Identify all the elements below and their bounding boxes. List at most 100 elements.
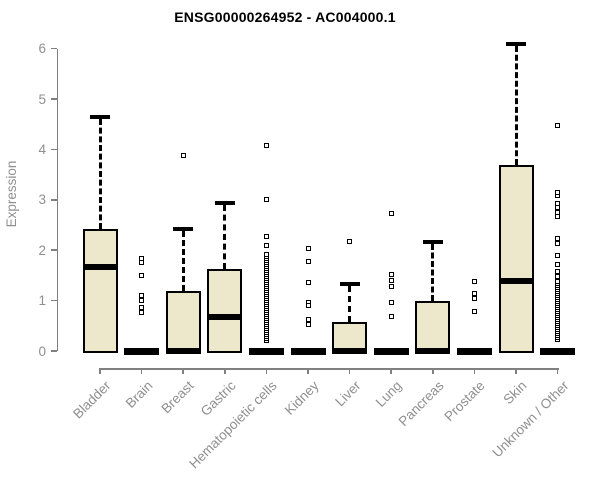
x-axis-tick — [224, 368, 226, 374]
y-tick-label: 1 — [38, 293, 46, 309]
outlier-point — [139, 293, 145, 299]
x-axis-tick — [432, 368, 434, 374]
outlier-point — [263, 143, 269, 149]
outlier-point — [555, 200, 561, 206]
median-gastric — [207, 314, 243, 321]
outlier-point — [305, 280, 311, 286]
outlier-point — [471, 295, 477, 301]
y-axis-tick — [51, 350, 57, 352]
outlier-point — [305, 245, 311, 251]
y-axis-tick — [51, 47, 57, 50]
outlier-point — [555, 240, 561, 246]
whisker-breast — [181, 230, 185, 291]
whisker-skin — [514, 45, 518, 165]
outlier-point — [555, 262, 561, 268]
outlier-point — [305, 302, 311, 308]
median-bladder — [82, 263, 118, 270]
outlier-point — [139, 305, 145, 311]
outlier-point — [180, 153, 186, 159]
x-axis-tick — [265, 368, 268, 374]
outlier-point — [139, 255, 145, 261]
x-axis-tick — [348, 368, 351, 374]
chart-title: ENSG00000264952 - AC004000.1 — [174, 9, 396, 25]
box-liver — [332, 322, 368, 353]
outlier-point — [388, 211, 394, 217]
x-axis-line — [100, 368, 559, 370]
x-axis-tick — [515, 368, 517, 374]
outlier-point — [139, 260, 145, 266]
collapsed-box-brain — [124, 348, 160, 355]
box-gastric — [207, 268, 243, 353]
box-bladder — [82, 229, 118, 353]
y-axis-label: Expression — [4, 160, 19, 228]
x-axis-tick — [99, 368, 101, 374]
collapsed-box-kidney — [290, 348, 326, 355]
y-tick-label: 2 — [38, 242, 46, 258]
outlier-point — [305, 317, 311, 323]
outlier-point — [471, 279, 477, 285]
collapsed-box-prostate — [456, 348, 492, 355]
outlier-point — [555, 209, 561, 215]
collapsed-box-unknown-other — [540, 348, 576, 355]
outlier-point — [263, 233, 269, 239]
box-pancreas — [415, 300, 451, 353]
x-axis-tick — [390, 368, 392, 374]
whisker-pancreas — [431, 244, 435, 301]
whisker-bladder — [98, 118, 102, 230]
outlier-point — [555, 235, 561, 241]
outlier-point — [305, 322, 311, 328]
y-axis-tick — [51, 299, 57, 302]
outlier-point — [555, 122, 561, 128]
outlier-point — [555, 274, 561, 280]
x-axis-tick — [182, 368, 184, 374]
whisker-cap-liver — [339, 281, 360, 286]
outlier-point — [555, 189, 561, 195]
x-axis-tick — [140, 368, 143, 374]
outlier-point — [263, 251, 269, 257]
outlier-point — [388, 313, 394, 319]
whisker-cap-pancreas — [422, 240, 443, 245]
median-pancreas — [415, 348, 451, 354]
outlier-point — [555, 268, 561, 274]
outlier-point — [347, 238, 353, 244]
y-axis-tick — [51, 98, 57, 100]
outlier-point — [263, 242, 269, 248]
outlier-point — [139, 310, 145, 316]
outlier-point — [305, 259, 311, 265]
y-axis-tick — [51, 148, 57, 151]
y-axis-tick — [51, 249, 57, 251]
whisker-cap-breast — [173, 226, 194, 231]
x-axis-tick — [473, 368, 476, 374]
outlier-point — [388, 299, 394, 305]
outlier-point — [139, 298, 145, 304]
y-tick-label: 0 — [38, 343, 46, 359]
y-axis-line — [56, 48, 58, 351]
collapsed-box-hematopoietic-cells — [248, 348, 284, 355]
y-axis-tick — [51, 199, 57, 201]
whisker-gastric — [223, 205, 227, 269]
median-skin — [498, 277, 534, 284]
y-tick-label: 6 — [38, 41, 46, 57]
y-tick-label: 5 — [38, 91, 46, 107]
outlier-point — [388, 278, 394, 284]
outlier-point — [555, 252, 561, 258]
collapsed-box-lung — [373, 348, 409, 355]
outlier-point — [471, 290, 477, 296]
median-liver — [332, 348, 368, 354]
outlier-point — [388, 284, 394, 290]
x-axis-tick — [556, 368, 559, 374]
whisker-cap-bladder — [90, 114, 110, 119]
x-axis-tick — [307, 368, 309, 374]
whisker-cap-gastric — [214, 201, 235, 206]
y-tick-label: 3 — [38, 192, 46, 208]
median-breast — [165, 348, 201, 354]
outlier-point — [263, 197, 269, 203]
outlier-point — [139, 273, 145, 279]
y-tick-label: 4 — [38, 141, 46, 157]
whisker-cap-skin — [506, 41, 526, 46]
box-breast — [165, 290, 201, 353]
box-skin — [498, 164, 534, 353]
outlier-point — [555, 278, 561, 284]
outlier-point — [388, 272, 394, 278]
